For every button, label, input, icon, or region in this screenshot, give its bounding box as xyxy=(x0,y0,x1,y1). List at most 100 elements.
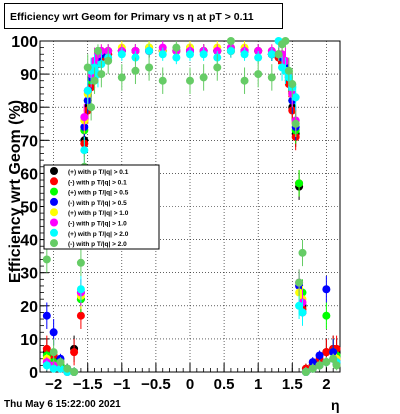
y-tick-label: 100 xyxy=(11,34,38,51)
data-point xyxy=(145,63,154,72)
data-point xyxy=(332,361,341,370)
legend-entry: (-) with p T/|q| > 0.1 xyxy=(50,177,127,186)
legend-marker xyxy=(50,197,58,206)
x-tick-label: −0.5 xyxy=(141,376,171,393)
x-tick-label: 2 xyxy=(322,376,330,393)
data-point xyxy=(63,364,72,373)
data-point xyxy=(70,348,79,357)
data-point xyxy=(117,50,126,59)
data-point xyxy=(42,311,51,320)
data-point xyxy=(56,358,65,367)
legend-label: (+) with p T/|q| > 0.1 xyxy=(68,169,129,176)
legend-marker xyxy=(50,167,58,175)
legend-label: (-) with p T/|q| > 0.5 xyxy=(68,200,127,207)
data-point xyxy=(254,70,263,79)
legend-label: (+) with p T/|q| > 0.5 xyxy=(68,190,129,197)
legend-label: (-) with p T/|q| > 2.0 xyxy=(68,241,127,248)
data-point xyxy=(80,146,89,155)
legend-entry: (+) with p T/|q| > 1.0 xyxy=(50,208,129,217)
data-point xyxy=(83,86,92,95)
data-point xyxy=(322,348,331,357)
x-tick-label: 0.5 xyxy=(214,376,235,393)
y-tick-label: 30 xyxy=(20,266,38,283)
y-tick-label: 40 xyxy=(20,233,38,250)
data-point xyxy=(87,103,96,112)
legend-label: (-) with p T/|q| > 0.1 xyxy=(68,179,127,186)
data-point xyxy=(213,63,222,72)
legend-label: (+) with p T/|q| > 1.0 xyxy=(68,210,129,217)
legend-entry: (-) with p T/|q| > 0.5 xyxy=(50,197,127,207)
data-point xyxy=(274,50,283,59)
x-tick-label: −2 xyxy=(45,376,62,393)
legend-marker xyxy=(50,239,58,248)
data-point xyxy=(281,37,290,45)
data-point xyxy=(186,50,194,59)
legend-marker xyxy=(50,218,58,227)
chart-title: Efficiency wrt Geom for Primary vs η at … xyxy=(4,3,283,29)
legend-entry: (+) with p T/|q| > 2.0 xyxy=(50,228,129,238)
data-point xyxy=(42,361,51,370)
data-point xyxy=(49,348,58,357)
y-tick-label: 20 xyxy=(20,299,38,316)
data-point xyxy=(117,73,126,82)
data-point xyxy=(288,80,297,89)
legend-entry: (+) with p T/|q| > 0.5 xyxy=(50,187,129,197)
data-point xyxy=(83,63,92,72)
data-point xyxy=(226,37,235,45)
data-point xyxy=(267,73,276,82)
data-point xyxy=(172,43,181,52)
data-point xyxy=(199,50,208,59)
legend-marker xyxy=(50,187,58,196)
legend-marker xyxy=(50,177,58,186)
data-point xyxy=(267,50,276,59)
data-point xyxy=(308,358,317,367)
x-tick-label: −1 xyxy=(113,376,130,393)
y-tick-label: 10 xyxy=(20,332,38,349)
y-tick-label: 0 xyxy=(29,365,38,382)
y-axis-label: Efficiency wrt Geom (%) xyxy=(7,100,24,283)
data-point xyxy=(329,348,338,357)
data-point xyxy=(104,56,113,65)
y-tick-label: 90 xyxy=(20,67,38,84)
legend-entry: (-) with p T/|q| > 1.0 xyxy=(50,218,127,228)
data-point xyxy=(295,278,304,287)
timestamp: Thu May 6 15:22:00 2021 xyxy=(4,399,121,410)
data-point xyxy=(298,248,307,257)
data-point xyxy=(254,53,263,62)
data-point xyxy=(76,311,85,320)
axis-ticks: −2 −1.5 −1 −0.5 0 0.5 1 1.5 20102030405060708090… xyxy=(11,34,341,393)
data-point xyxy=(291,93,300,102)
y-tick-label: 60 xyxy=(20,166,38,183)
data-point xyxy=(291,119,300,128)
legend-marker xyxy=(50,208,58,217)
data-point xyxy=(70,368,79,376)
x-tick-label: 0 xyxy=(186,376,194,393)
data-point xyxy=(80,113,89,122)
data-point xyxy=(199,73,208,82)
data-point xyxy=(322,358,331,367)
data-point xyxy=(97,70,106,79)
data-point xyxy=(329,354,338,363)
data-point xyxy=(295,301,304,310)
data-point xyxy=(76,285,85,294)
data-point xyxy=(93,46,102,55)
y-tick-label: 70 xyxy=(20,133,38,150)
x-tick-label: 1 xyxy=(254,376,262,393)
x-tick-label: −1.5 xyxy=(73,376,103,393)
legend-marker xyxy=(50,228,58,237)
data-point xyxy=(295,179,304,188)
legend-entry: (-) with p T/|q| > 2.0 xyxy=(50,239,127,248)
data-point xyxy=(226,46,235,55)
data-point xyxy=(240,50,249,59)
data-point xyxy=(49,364,58,373)
data-point xyxy=(145,46,154,55)
data-point xyxy=(240,76,249,85)
data-point xyxy=(284,66,293,75)
legend-label: (+) with p T/|q| > 2.0 xyxy=(68,231,129,238)
legend: (+) with p T/|q| > 0.1 (-) with p T/|q| >… xyxy=(43,164,160,250)
y-tick-label: 50 xyxy=(20,200,38,217)
data-point xyxy=(322,311,331,320)
legend-box xyxy=(43,164,160,250)
data-point xyxy=(301,368,310,376)
